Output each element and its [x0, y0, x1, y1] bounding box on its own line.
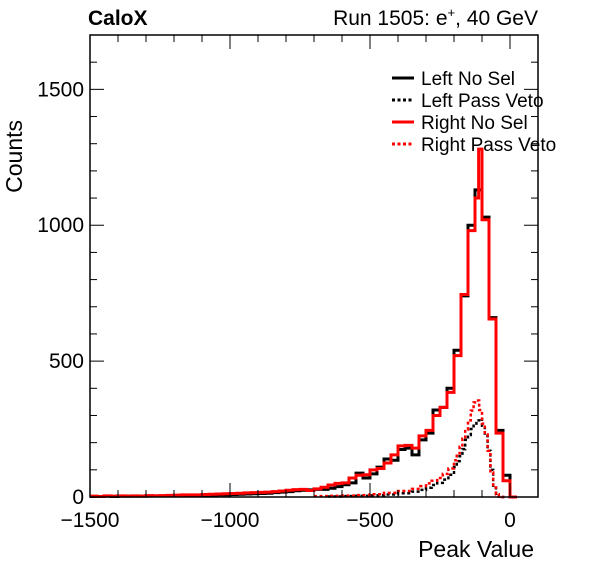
x-tick-label: −500	[346, 509, 393, 532]
y-axis-label: Counts	[1, 120, 27, 193]
x-tick-label: −1000	[201, 509, 260, 532]
run-title-suffix: , 40 GeV	[455, 7, 538, 30]
y-tick-label: 1500	[37, 78, 84, 101]
series-left-no-sel	[90, 188, 517, 499]
legend-label: Right Pass Veto	[421, 135, 556, 156]
ticks-layer: −1500 −1000 −500 0 0 500 1000 1500	[37, 34, 539, 532]
x-axis-label: Peak Value	[418, 536, 534, 562]
legend-label: Right No Sel	[421, 113, 528, 134]
series-right-pass-veto	[314, 399, 505, 499]
x-tick-label: 0	[504, 509, 516, 532]
run-title-sup: +	[448, 5, 456, 20]
run-title-prefix: Run 1505: e	[333, 7, 447, 30]
legend-label: Left Pass Veto	[421, 91, 544, 112]
series-right-no-sel	[90, 147, 517, 499]
run-title: Run 1505: e+, 40 GeV	[333, 5, 538, 30]
y-tick-label: 0	[72, 486, 84, 509]
experiment-label: CaloX	[88, 7, 148, 30]
x-tick-label: −1500	[61, 509, 120, 532]
series-layer	[90, 147, 517, 499]
plot-frame	[89, 34, 539, 498]
legend-label: Left No Sel	[421, 69, 515, 90]
y-tick-label: 1000	[37, 214, 84, 237]
series-left-pass-veto	[328, 417, 505, 499]
y-tick-label: 500	[49, 350, 84, 373]
